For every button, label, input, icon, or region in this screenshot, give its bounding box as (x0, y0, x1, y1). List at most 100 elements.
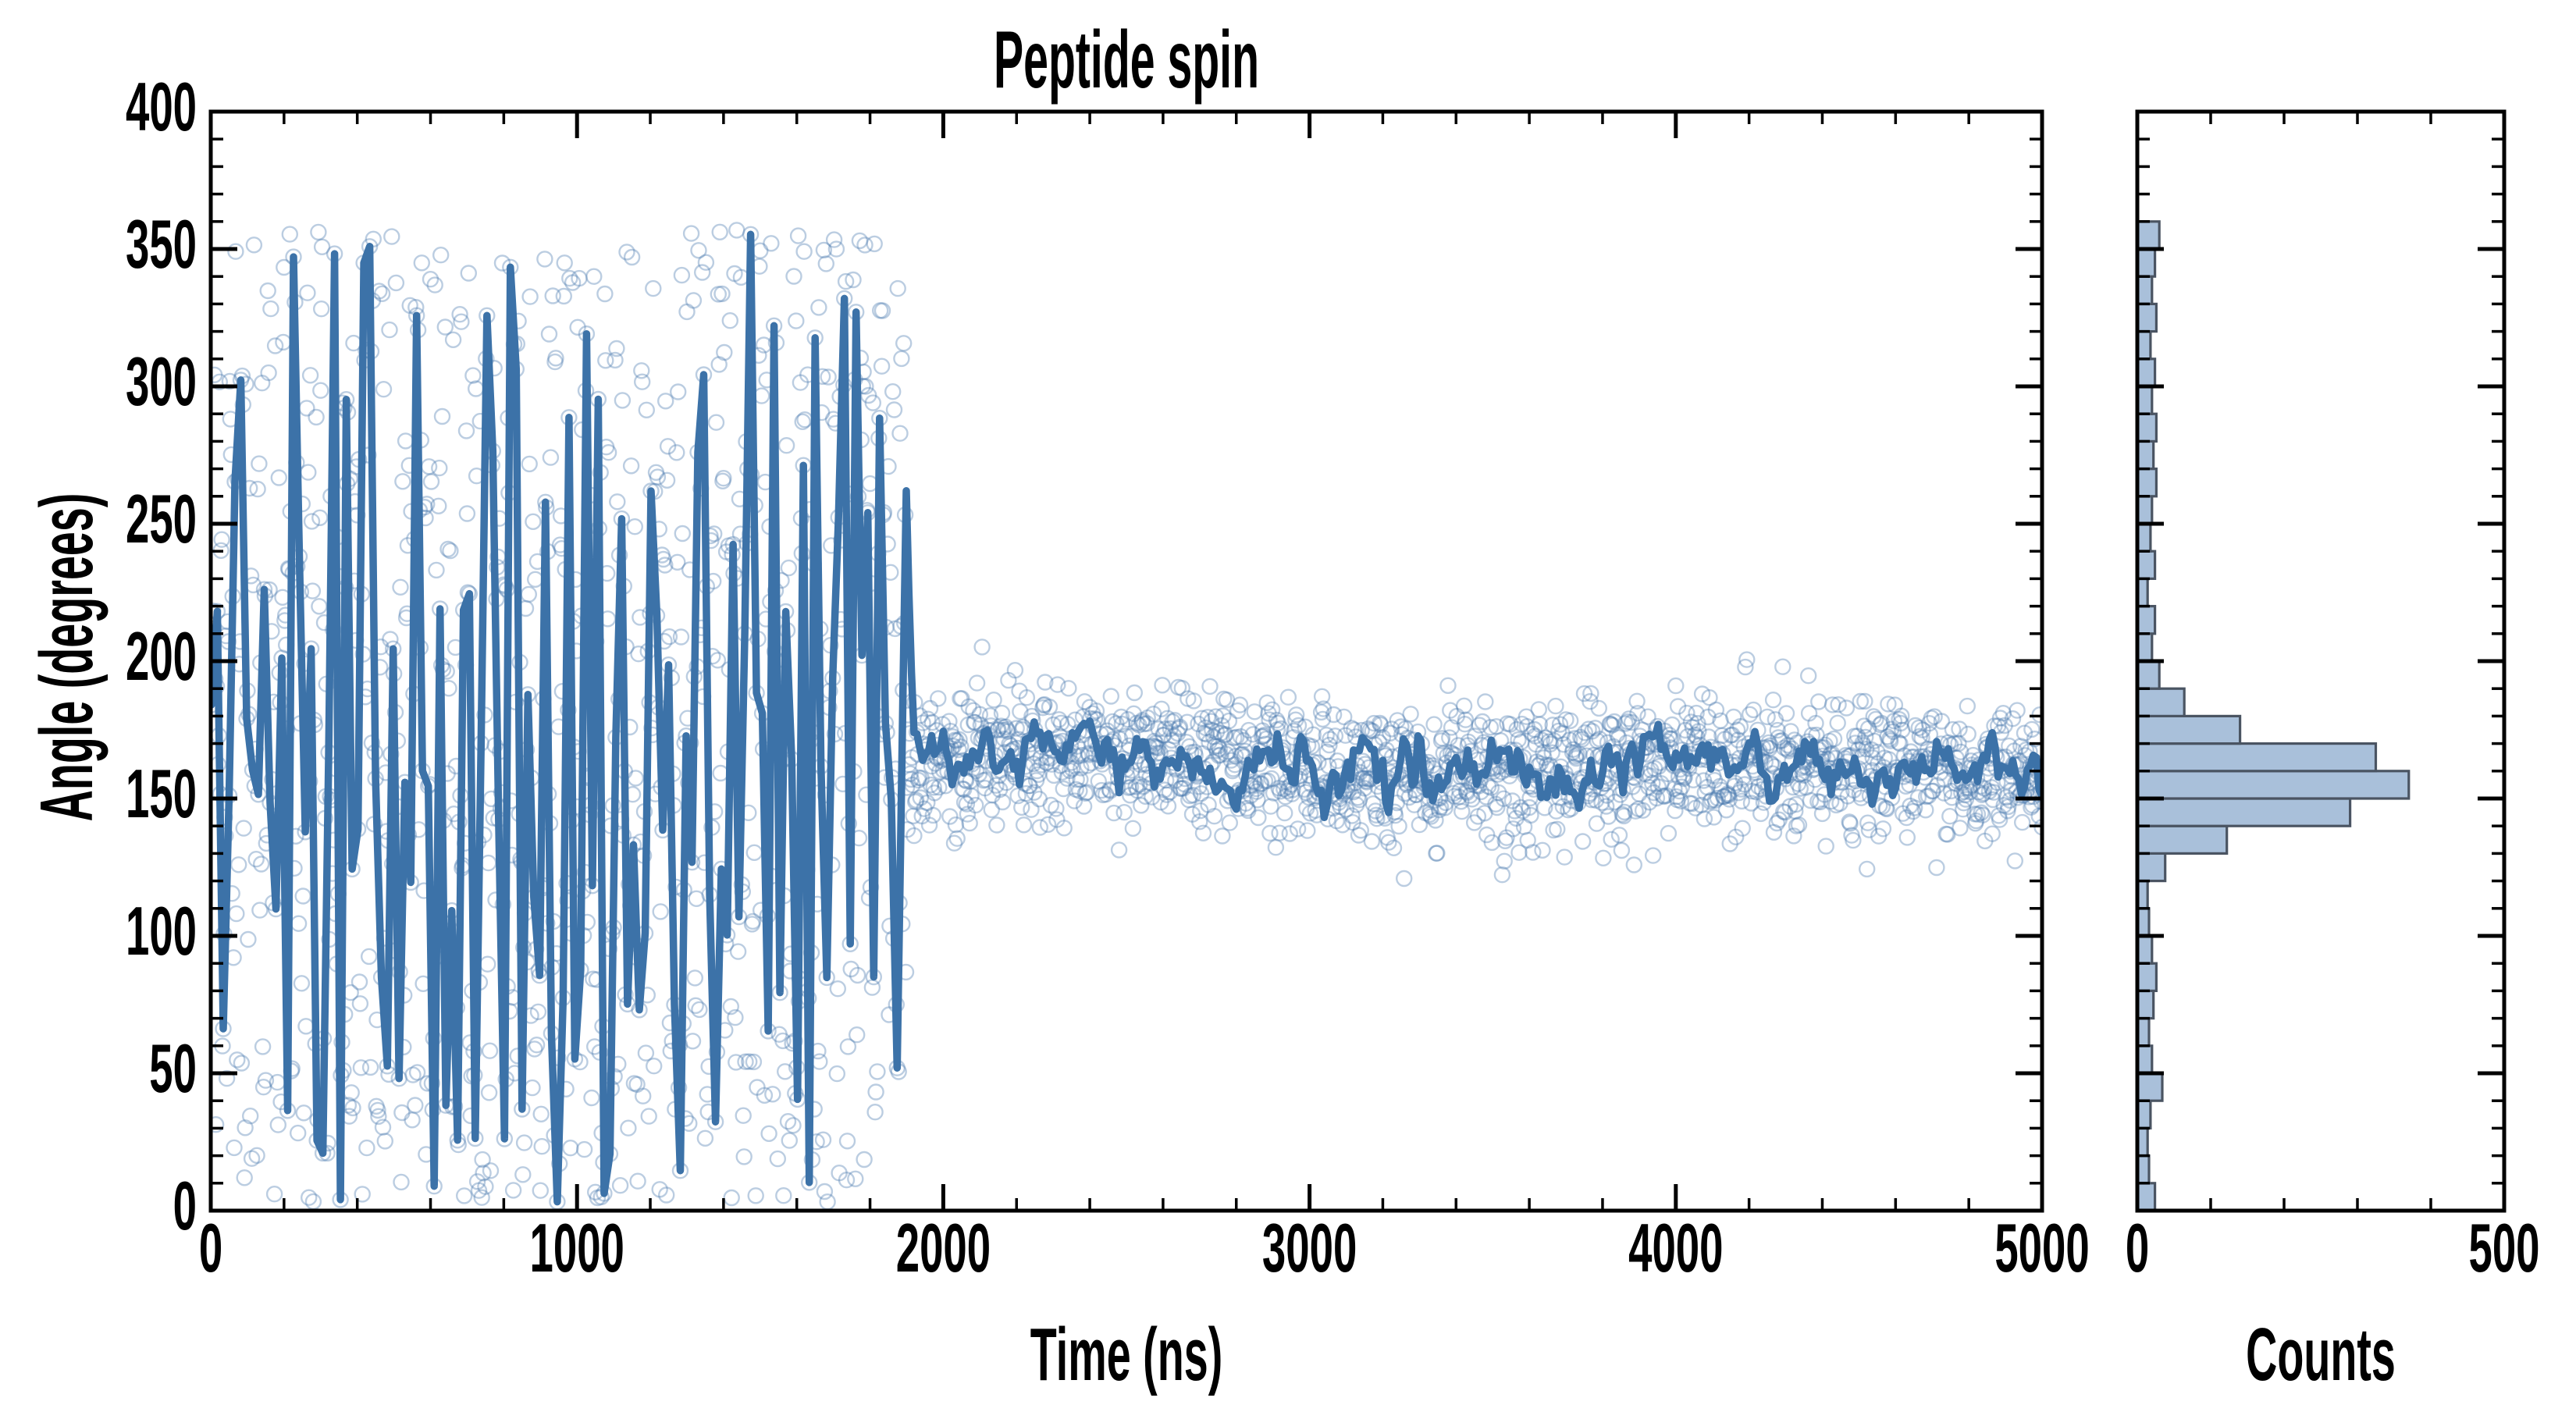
scatter-point (1093, 781, 1110, 799)
y-axis-label: Angle (degrees) (24, 493, 109, 822)
scatter-point (1144, 706, 1162, 723)
scatter-point (607, 351, 624, 369)
scatter-point (383, 228, 400, 245)
scatter-point (792, 374, 809, 391)
histogram-bar (2137, 357, 2157, 388)
histogram-bar (2137, 797, 2352, 827)
scatter-point (923, 758, 941, 775)
scatter-point (1165, 727, 1183, 745)
scatter-point (313, 301, 330, 318)
scatter-point (482, 1162, 500, 1179)
scatter-point (266, 337, 284, 354)
scatter-point (583, 1089, 600, 1107)
scatter-point (350, 973, 368, 991)
scatter-point (672, 628, 690, 646)
scatter-point (1156, 781, 1173, 799)
scatter-point (909, 771, 927, 789)
scatter-point (564, 274, 582, 291)
scatter-point (1184, 787, 1202, 804)
scatter-point (962, 773, 979, 790)
y-tick-label: 100 (126, 893, 197, 970)
scatter-point (1176, 775, 1193, 793)
scatter-point (1215, 727, 1233, 744)
scatter-point (547, 350, 564, 367)
scatter-point (451, 306, 468, 323)
scatter-point (920, 816, 938, 834)
scatter-point (1233, 746, 1251, 764)
scatter-point (422, 473, 440, 490)
scatter-point (1200, 796, 1217, 813)
scatter-point (1253, 728, 1271, 745)
scatter-point (842, 960, 859, 978)
histogram-bar (2137, 714, 2242, 745)
scatter-point (959, 806, 977, 823)
scatter-point (637, 1044, 655, 1062)
scatter-point (1030, 791, 1048, 808)
scatter-point (919, 794, 936, 812)
scatter-point (407, 1097, 424, 1114)
scatter-point (741, 1053, 758, 1070)
scatter-point (991, 781, 1009, 799)
scatter-point (756, 1087, 774, 1104)
scatter-point (1126, 684, 1144, 702)
scatter-point (369, 1101, 386, 1119)
scatter-point (453, 313, 470, 330)
histogram-bar (2137, 852, 2167, 883)
scatter-point (1226, 729, 1243, 746)
scatter-point (965, 702, 982, 719)
scatter-point (1271, 824, 1288, 841)
scatter-point (628, 1076, 646, 1094)
scatter-point (1178, 734, 1195, 751)
scatter-point (966, 796, 984, 814)
scatter-point (926, 784, 943, 802)
scatter-point (827, 240, 845, 258)
scatter-point (1060, 680, 1077, 697)
scatter-point (851, 232, 869, 250)
scatter-point (236, 1169, 253, 1186)
scatter-point (994, 793, 1012, 811)
scatter-point (352, 1059, 370, 1076)
scatter-point (723, 1189, 740, 1207)
histogram-bar (2137, 439, 2155, 471)
scatter-point (1067, 781, 1085, 798)
scatter-point (1048, 800, 1065, 817)
scatter-point (254, 1078, 272, 1096)
y-tick-label: 50 (149, 1030, 197, 1108)
scatter-point (293, 975, 311, 992)
scatter-point (1193, 710, 1211, 727)
histogram-bar (2137, 522, 2152, 553)
scatter-point (1301, 805, 1319, 822)
scatter-point (526, 1040, 543, 1058)
scatter-point (515, 1134, 533, 1151)
scatter-point (1031, 819, 1049, 836)
scatter-point (1190, 778, 1208, 795)
scatter-point (1240, 721, 1258, 739)
y-tick-label: 350 (126, 206, 197, 283)
scatter-point (1218, 692, 1236, 709)
scatter-point (1066, 711, 1084, 728)
scatter-point (1172, 780, 1190, 797)
scatter-point (970, 765, 988, 783)
scatter-point (311, 509, 329, 526)
scatter-point (393, 1104, 411, 1122)
scatter-point (906, 793, 924, 810)
scatter-point (856, 237, 873, 254)
scatter-point (1068, 770, 1085, 788)
scatter-point (1122, 778, 1140, 796)
scatter-point (1276, 788, 1294, 806)
scatter-point (1108, 715, 1125, 732)
scatter-point (477, 1178, 494, 1195)
scatter-point (251, 902, 269, 919)
scatter-point (1149, 739, 1167, 757)
scatter-point (1192, 785, 1210, 802)
scatter-point (1175, 780, 1192, 797)
scatter-point (1169, 724, 1187, 742)
scatter-point (295, 1104, 312, 1122)
scatter-point (1171, 718, 1189, 736)
histogram-bar (2137, 660, 2161, 690)
scatter-point (344, 1099, 361, 1117)
scatter-point (1071, 782, 1088, 799)
scatter-point (394, 473, 411, 490)
scatter-point (722, 998, 739, 1016)
scatter-point (1036, 695, 1053, 713)
